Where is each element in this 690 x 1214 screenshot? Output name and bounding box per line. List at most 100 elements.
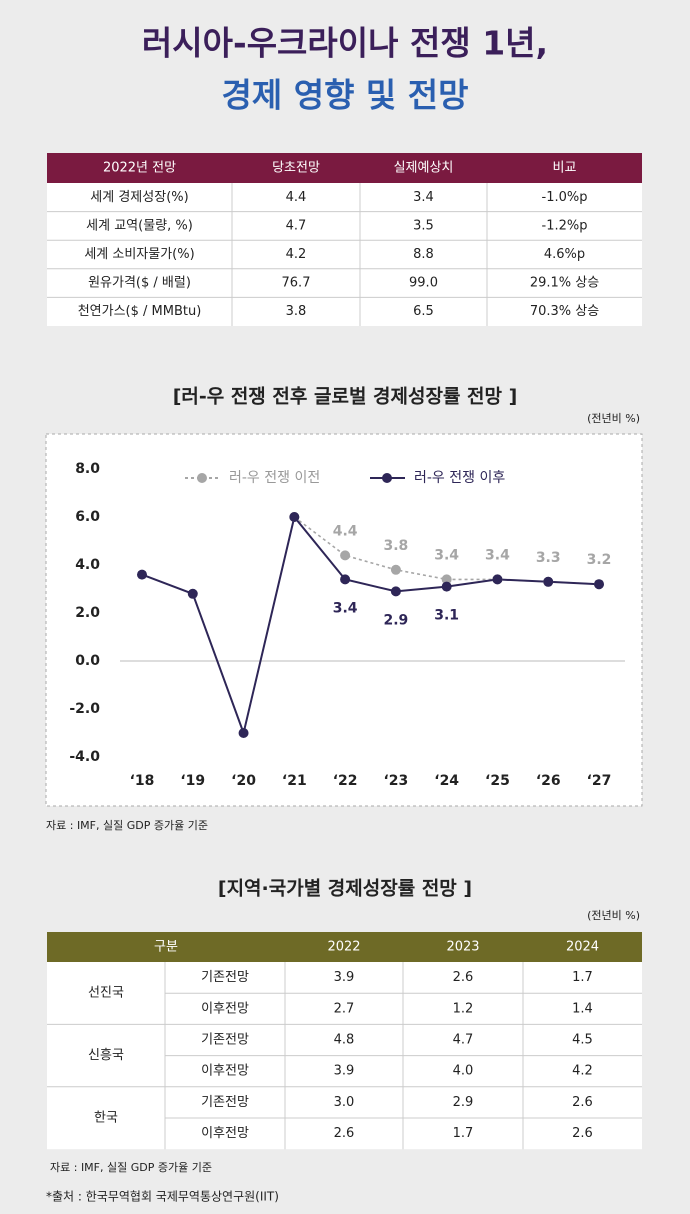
table2-cell: 4.0 xyxy=(453,1064,474,1079)
table-cell: 4.4 xyxy=(286,190,307,205)
x-tick-label: ‘21 xyxy=(282,773,307,789)
y-tick-label: 0.0 xyxy=(75,653,100,669)
legend-marker xyxy=(197,473,207,483)
data-label: 3.1 xyxy=(434,608,459,624)
table2-cell: 2.6 xyxy=(453,970,474,985)
table-cell: 3.4 xyxy=(413,190,434,205)
x-tick-label: ‘27 xyxy=(587,773,612,789)
table2-header-cell: 2022 xyxy=(327,940,360,955)
table2-header-cell: 2024 xyxy=(566,940,599,955)
table2-unit: (전년비 %) xyxy=(587,909,640,922)
series-point xyxy=(492,574,503,585)
group-name: 선진국 xyxy=(88,986,124,1001)
title-line1: 러시아-우크라이나 전쟁 1년, xyxy=(142,24,548,63)
table-cell: 8.8 xyxy=(413,247,434,262)
chart-source: 자료 : IMF, 실질 GDP 증가율 기준 xyxy=(46,819,208,832)
x-tick-label: ‘24 xyxy=(434,773,459,789)
row-label: 이후전망 xyxy=(201,1064,249,1079)
table-cell: 76.7 xyxy=(282,276,311,291)
series-point xyxy=(441,574,452,585)
series-point xyxy=(543,576,554,587)
table-header-cell: 당초전망 xyxy=(272,161,320,176)
series-point xyxy=(340,574,351,585)
series-point xyxy=(187,588,198,599)
table-cell: 6.5 xyxy=(413,304,434,319)
table-cell: 세계 소비자물가(%) xyxy=(84,247,194,262)
table2-cell: 1.2 xyxy=(453,1001,474,1016)
data-label: 4.4 xyxy=(333,523,358,539)
table2-header-bg xyxy=(47,932,642,962)
chart-unit: (전년비 %) xyxy=(587,412,640,425)
series-point xyxy=(441,581,452,592)
data-label: 3.8 xyxy=(383,538,408,554)
table2-source: 자료 : IMF, 실질 GDP 증가율 기준 xyxy=(50,1161,212,1174)
chart-frame xyxy=(45,433,643,807)
table-cell: 3.5 xyxy=(413,218,434,233)
table2-cell: 2.6 xyxy=(572,1126,593,1141)
table2-cell: 1.7 xyxy=(453,1126,474,1141)
table-cell: 4.6%p xyxy=(544,247,585,262)
y-tick-label: 6.0 xyxy=(75,509,100,525)
table-cell: 천연가스($ / MMBtu) xyxy=(78,304,202,319)
y-tick-label: -4.0 xyxy=(69,749,100,765)
series-point xyxy=(390,586,401,597)
table-header-cell: 비교 xyxy=(553,161,577,176)
group-name: 신흥국 xyxy=(88,1048,124,1063)
data-label: 3.2 xyxy=(587,552,612,568)
table2-cell: 2.6 xyxy=(572,1095,593,1110)
chart-title: [러-우 전쟁 전후 글로벌 경제성장률 전망 ] xyxy=(173,386,518,408)
legend-label: 러-우 전쟁 이전 xyxy=(229,470,320,486)
x-tick-label: ‘19 xyxy=(180,773,205,789)
table2-cell: 4.2 xyxy=(572,1064,593,1079)
x-tick-label: ‘23 xyxy=(383,773,408,789)
series-point xyxy=(289,512,300,522)
row-label: 기존전망 xyxy=(201,1095,249,1110)
table-header-bg xyxy=(47,153,642,183)
title-line2: 경제 영향 및 전망 xyxy=(222,76,469,115)
table-cell: 세계 경제성장(%) xyxy=(90,190,188,205)
table-cell: 4.7 xyxy=(286,218,307,233)
table2-cell: 4.8 xyxy=(334,1033,355,1048)
legend-marker xyxy=(382,473,392,483)
table2-header-cell: 구분 xyxy=(154,940,178,955)
table-cell: 원유가격($ / 배럴) xyxy=(88,276,191,291)
table-header-cell: 2022년 전망 xyxy=(103,161,176,176)
x-tick-label: ‘26 xyxy=(536,773,561,789)
y-tick-label: 8.0 xyxy=(75,461,100,477)
table2-cell: 3.9 xyxy=(334,1064,355,1079)
y-tick-label: 4.0 xyxy=(75,557,100,573)
y-tick-label: -2.0 xyxy=(69,701,100,717)
table2-cell: 1.4 xyxy=(572,1001,593,1016)
table2-cell: 2.7 xyxy=(334,1001,355,1016)
group-name: 한국 xyxy=(94,1111,118,1126)
table2-cell: 4.5 xyxy=(572,1033,593,1048)
table-cell: -1.0%p xyxy=(542,190,588,205)
row-label: 이후전망 xyxy=(201,1126,249,1141)
table2-cell: 2.6 xyxy=(334,1126,355,1141)
x-tick-label: ‘18 xyxy=(130,773,155,789)
series-point xyxy=(238,728,249,738)
table-cell: 99.0 xyxy=(409,276,438,291)
table-cell: 70.3% 상승 xyxy=(530,304,599,319)
table-cell: 4.2 xyxy=(286,247,307,262)
table2-title: [지역·국가별 경제성장률 전망 ] xyxy=(218,878,472,900)
x-tick-label: ‘22 xyxy=(333,773,358,789)
table2-cell: 2.9 xyxy=(453,1095,474,1110)
series-point xyxy=(137,569,147,580)
table2-cell: 1.7 xyxy=(572,970,593,985)
data-label: 3.4 xyxy=(333,600,358,616)
data-label: 2.9 xyxy=(383,612,408,628)
x-tick-label: ‘20 xyxy=(231,773,256,789)
series-line xyxy=(141,514,600,737)
table-cell: 세계 교역(물량, %) xyxy=(86,218,193,233)
table2-cell: 4.7 xyxy=(453,1033,474,1048)
data-label: 3.4 xyxy=(485,547,510,563)
table-cell: 3.8 xyxy=(286,304,307,319)
data-label: 3.4 xyxy=(434,547,459,563)
table-cell: 29.1% 상승 xyxy=(530,276,599,291)
legend-label: 러-우 전쟁 이후 xyxy=(414,470,505,486)
series-point xyxy=(390,564,401,575)
credit: *출처 : 한국무역협회 국제무역통상연구원(IIT) xyxy=(46,1190,279,1204)
table-body-bg xyxy=(47,183,642,326)
